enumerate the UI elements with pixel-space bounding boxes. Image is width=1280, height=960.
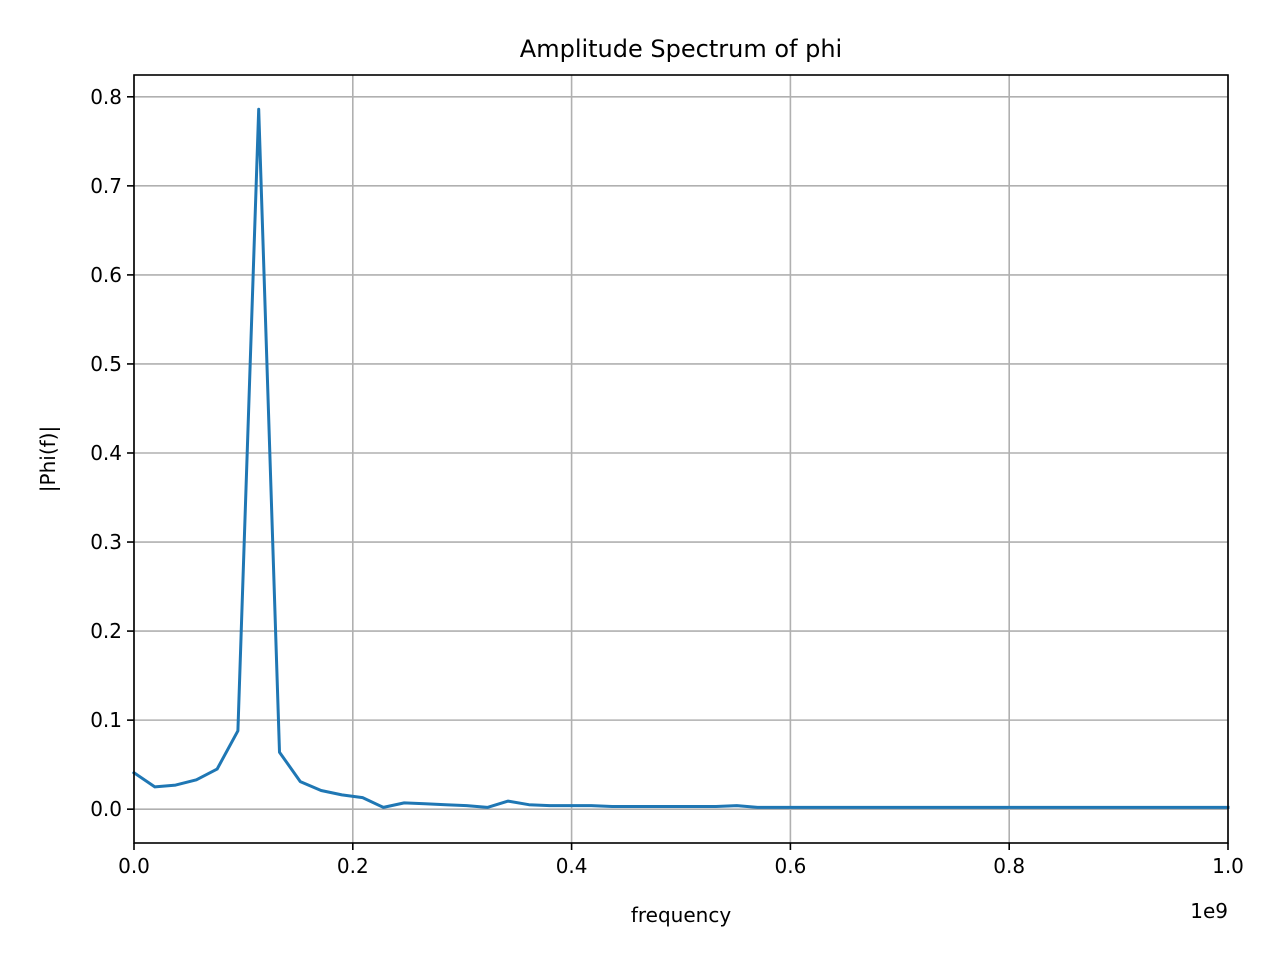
x-axis-offset-label: 1e9 [1190, 899, 1228, 923]
ticks: 0.0 0.2 0.4 0.6 0.8 1.0 0.0 0.1 0.2 0.3 0.4 0.5 0.6 0… [90, 85, 1244, 878]
plot-area [131, 107, 1230, 809]
y-axis-label: |Phi(f)| [36, 426, 60, 492]
x-tick-label: 0.4 [556, 854, 588, 878]
y-tick-label: 0.3 [90, 530, 122, 554]
y-tick-label: 0.2 [90, 619, 122, 643]
series-line [131, 107, 1230, 809]
x-axis-label: frequency [631, 903, 731, 927]
x-tick-label: 0.0 [118, 854, 150, 878]
chart-title: Amplitude Spectrum of phi [520, 35, 842, 63]
x-tick-label: 0.6 [774, 854, 806, 878]
y-tick-label: 0.5 [90, 352, 122, 376]
y-tick-label: 0.6 [90, 263, 122, 287]
y-tick-label: 0.1 [90, 708, 122, 732]
x-tick-label: 0.8 [993, 854, 1025, 878]
axes-frame [133, 74, 1229, 844]
y-tick-label: 0.0 [90, 797, 122, 821]
x-tick-label: 1.0 [1212, 854, 1244, 878]
y-tick-label: 0.7 [90, 174, 122, 198]
x-tick-label: 0.2 [337, 854, 369, 878]
y-tick-label: 0.8 [90, 85, 122, 109]
y-tick-label: 0.4 [90, 441, 122, 465]
